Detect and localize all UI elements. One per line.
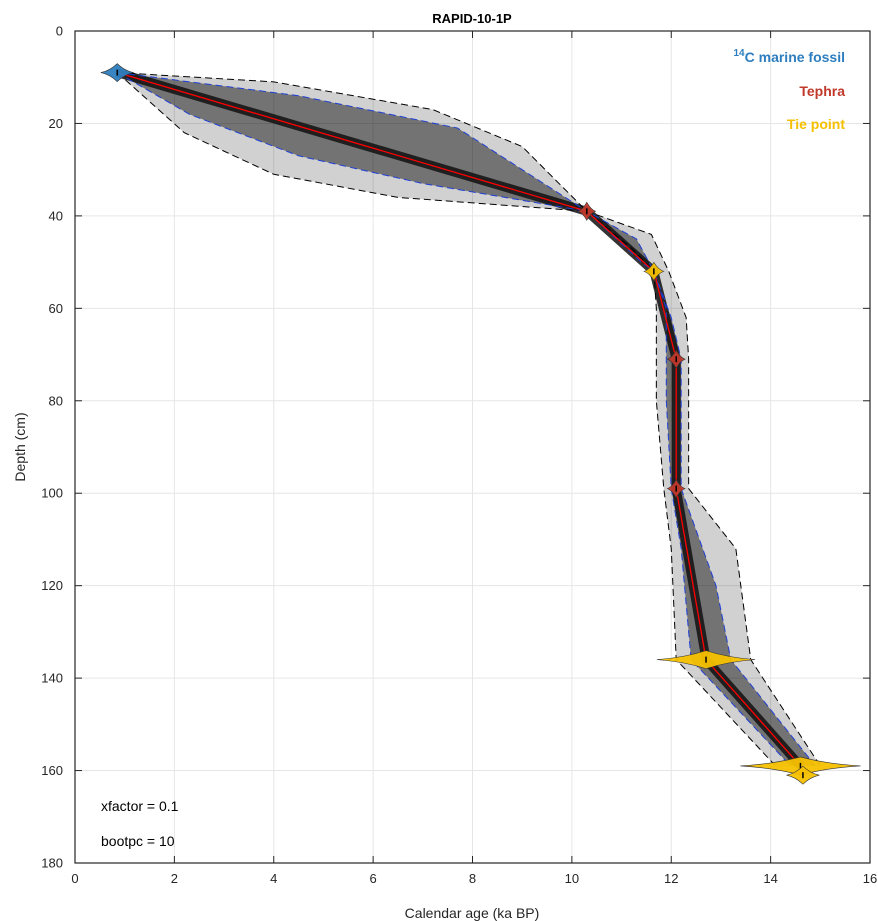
y-tick-label: 100 (41, 486, 63, 501)
x-tick-label: 0 (71, 871, 78, 886)
legend-item-marine-fossil: 14C marine fossil (734, 48, 846, 65)
x-tick-label: 4 (270, 871, 277, 886)
legend-item-tie-point: Tie point (787, 116, 845, 132)
x-tick-label: 6 (370, 871, 377, 886)
x-tick-label: 16 (863, 871, 877, 886)
annotation-bootpc: bootpc = 10 (101, 833, 175, 849)
x-tick-label: 14 (763, 871, 777, 886)
age-markers (100, 63, 861, 785)
y-tick-label: 140 (41, 671, 63, 686)
envelope-band-0 (117, 72, 821, 766)
annotation-xfactor: xfactor = 0.1 (101, 798, 179, 814)
y-tick-label: 80 (49, 393, 63, 408)
x-tick-label: 12 (664, 871, 678, 886)
y-tick-label: 0 (56, 24, 63, 39)
legend: 14C marine fossil Tephra Tie point (734, 48, 846, 132)
y-tick-label: 60 (49, 301, 63, 316)
legend-label-marine-fossil: C marine fossil (745, 49, 845, 65)
y-tick-label: 160 (41, 763, 63, 778)
x-tick-label: 8 (469, 871, 476, 886)
y-axis-title: Depth (cm) (12, 412, 28, 481)
y-tick-label: 20 (49, 116, 63, 131)
x-tick-label: 10 (565, 871, 579, 886)
y-tick-label: 40 (49, 208, 63, 223)
x-tick-label: 2 (171, 871, 178, 886)
chart-title: RAPID-10-1P (432, 11, 512, 26)
y-tick-label: 180 (41, 856, 63, 871)
legend-superscript: 14 (734, 48, 746, 59)
inner-range-upper-line (117, 72, 816, 767)
x-axis-title: Calendar age (ka BP) (405, 905, 540, 921)
legend-item-tephra: Tephra (799, 83, 845, 99)
y-tick-label: 120 (41, 578, 63, 593)
